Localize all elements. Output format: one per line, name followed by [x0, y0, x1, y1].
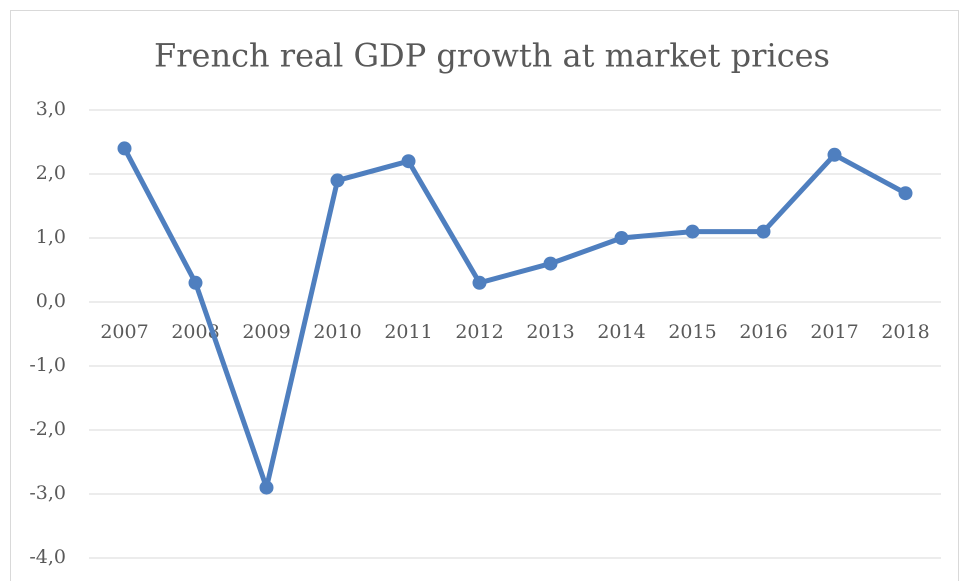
x-tick-label: 2015: [668, 321, 716, 343]
data-point: [756, 224, 771, 239]
chart-title: French real GDP growth at market prices: [154, 37, 830, 75]
data-line: [122, 147, 907, 491]
data-point: [898, 186, 913, 201]
y-tick-label: 2,0: [36, 162, 66, 184]
x-tick-label: 2017: [810, 321, 858, 343]
y-tick-label: -4,0: [29, 546, 66, 568]
data-point: [401, 154, 416, 169]
y-tick-label: 1,0: [36, 226, 66, 248]
x-tick-label: 2014: [597, 321, 645, 343]
y-tick-label: -3,0: [29, 482, 66, 504]
data-point: [685, 224, 700, 239]
data-point: [827, 147, 842, 162]
data-point: [543, 256, 558, 271]
data-point: [188, 275, 203, 290]
x-tick-label: 2009: [242, 321, 290, 343]
y-tick-label: 0,0: [36, 290, 66, 312]
data-point: [330, 173, 345, 188]
x-tick-label: 2008: [171, 321, 219, 343]
x-tick-label: 2016: [739, 321, 787, 343]
x-tick-label: 2011: [384, 321, 432, 343]
data-point: [259, 480, 274, 495]
x-tick-label: 2010: [313, 321, 361, 343]
data-point: [117, 141, 132, 156]
x-tick-label: 2012: [455, 321, 503, 343]
y-tick-label: -1,0: [29, 354, 66, 376]
x-tick-label: 2007: [100, 321, 148, 343]
x-tick-label: 2013: [526, 321, 574, 343]
data-point: [472, 275, 487, 290]
y-tick-label: 3,0: [36, 98, 66, 120]
data-point: [614, 231, 629, 245]
chart-border: [10, 10, 959, 581]
y-tick-label: -2,0: [29, 418, 66, 440]
x-tick-label: 2018: [881, 321, 929, 343]
